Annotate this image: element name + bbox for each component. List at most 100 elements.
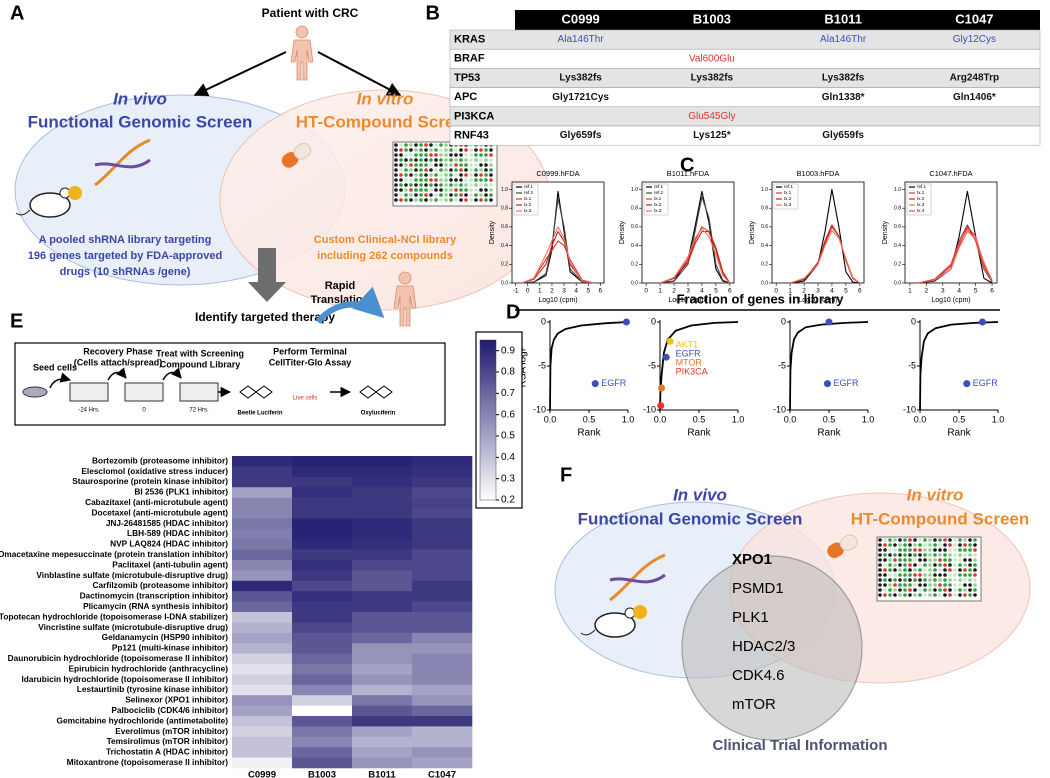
heatmap-cell bbox=[352, 466, 413, 478]
plate-well bbox=[898, 558, 902, 562]
mutation: Ala146Thr bbox=[558, 34, 605, 45]
y-axis-label: RSA logP bbox=[518, 344, 529, 387]
invitro-title: HT-Compound Screen bbox=[296, 112, 475, 131]
plate-well bbox=[429, 143, 433, 147]
plate-well bbox=[953, 558, 957, 562]
x-tick-label: 5 bbox=[586, 288, 590, 295]
down-arrow bbox=[248, 248, 286, 302]
plate-well bbox=[484, 183, 488, 187]
plate-well bbox=[973, 588, 977, 592]
plate-well bbox=[893, 573, 897, 577]
plate-well bbox=[913, 588, 917, 592]
x-tick-label: 6 bbox=[599, 288, 603, 295]
plate-well bbox=[908, 588, 912, 592]
plate-well bbox=[903, 553, 907, 557]
plate-well bbox=[943, 548, 947, 552]
plate-well bbox=[923, 558, 927, 562]
outcome: Identify targeted therapy bbox=[195, 310, 335, 324]
rank-curve bbox=[789, 321, 869, 411]
heatmap-cell bbox=[232, 674, 293, 686]
row-label: Lestaurtinib (tyrosine kinase inhibitor) bbox=[77, 684, 228, 694]
plate-well bbox=[883, 553, 887, 557]
plate-well bbox=[459, 153, 463, 157]
heatmap-cell bbox=[412, 570, 473, 582]
mutation: Gln1338* bbox=[822, 92, 865, 103]
plate-well bbox=[439, 153, 443, 157]
plate-well bbox=[963, 583, 967, 587]
row-label: Paclitaxel (anti-tubulin agent) bbox=[112, 559, 228, 569]
plate-well bbox=[933, 573, 937, 577]
heatmap-cell bbox=[352, 487, 413, 498]
plate-well bbox=[878, 593, 882, 597]
plate-well bbox=[938, 563, 942, 567]
plate-well bbox=[409, 173, 413, 177]
heatmap-cell bbox=[292, 612, 353, 623]
heatmap-cell bbox=[292, 622, 353, 634]
plate-well bbox=[888, 563, 892, 567]
heatmap-cell bbox=[232, 528, 293, 540]
plate-well bbox=[404, 158, 408, 162]
plate-well bbox=[449, 168, 453, 172]
plate-well bbox=[419, 148, 423, 152]
x-axis-label: Rank bbox=[577, 428, 601, 439]
plate-well bbox=[958, 563, 962, 567]
legend-label: ref.1 bbox=[784, 184, 794, 189]
plot-frame bbox=[641, 181, 735, 284]
heatmap-cell bbox=[352, 518, 413, 530]
plate-well bbox=[454, 173, 458, 177]
legend-label: tx.2 bbox=[654, 202, 662, 207]
y-tick-label: 0.6 bbox=[894, 224, 901, 230]
plate-well bbox=[943, 553, 947, 557]
plate-well bbox=[958, 578, 962, 582]
plate-well bbox=[958, 543, 962, 547]
plate-well bbox=[444, 158, 448, 162]
plate-well bbox=[449, 173, 453, 177]
plate-well bbox=[479, 193, 483, 197]
row-label: JNJ-26481585 (HDAC inhibitor) bbox=[106, 518, 228, 528]
heatmap-cell bbox=[232, 747, 293, 758]
heatmap-cell bbox=[292, 601, 353, 613]
panel-e: E Seed cells Recovery Phase (Cells attac… bbox=[0, 310, 523, 778]
plate-well bbox=[479, 188, 483, 192]
plate-well bbox=[464, 158, 468, 162]
assay-time: -24 Hrs. bbox=[78, 408, 100, 414]
plate-well bbox=[968, 573, 972, 577]
plate-well bbox=[888, 538, 892, 542]
density-curve bbox=[918, 231, 993, 284]
heatmap-cell bbox=[292, 674, 353, 686]
assay-time: 72 Hrs. bbox=[189, 408, 209, 414]
y-tick-label: 0 bbox=[541, 316, 546, 326]
plate-well bbox=[933, 568, 937, 572]
plate-well bbox=[484, 158, 488, 162]
plate-well bbox=[903, 563, 907, 567]
legend-label: tx.3 bbox=[917, 202, 925, 207]
plate-well bbox=[928, 563, 932, 567]
x-tick-label: 0 bbox=[526, 288, 530, 295]
assay-step: Perform Terminal bbox=[273, 346, 347, 356]
plate-well bbox=[938, 578, 942, 582]
x-tick-label: 4 bbox=[700, 288, 704, 295]
plate-well bbox=[968, 593, 972, 597]
plot-title: B1003.hFDA bbox=[797, 169, 840, 178]
heatmap-cell bbox=[292, 653, 353, 665]
plate-well bbox=[938, 543, 942, 547]
plate-well bbox=[409, 188, 413, 192]
plate-well bbox=[968, 553, 972, 557]
column-header: C1047 bbox=[955, 11, 993, 26]
gene-point bbox=[622, 318, 630, 326]
plate-well bbox=[973, 583, 977, 587]
gene-point bbox=[591, 380, 599, 388]
pill-icon bbox=[281, 142, 312, 168]
panel-label: B bbox=[426, 2, 440, 24]
plate-well bbox=[898, 583, 902, 587]
plate-well bbox=[878, 583, 882, 587]
heatmap-cell bbox=[352, 580, 413, 592]
plate-well bbox=[883, 543, 887, 547]
panel-b: B C0999 B1003 B1011 C1047 KRAS Ala146Thr Ala14… bbox=[426, 2, 1041, 146]
plate-well bbox=[449, 163, 453, 167]
plate-well bbox=[404, 173, 408, 177]
plate-well bbox=[938, 568, 942, 572]
mouse-icon bbox=[15, 186, 82, 218]
plate-well bbox=[923, 573, 927, 577]
